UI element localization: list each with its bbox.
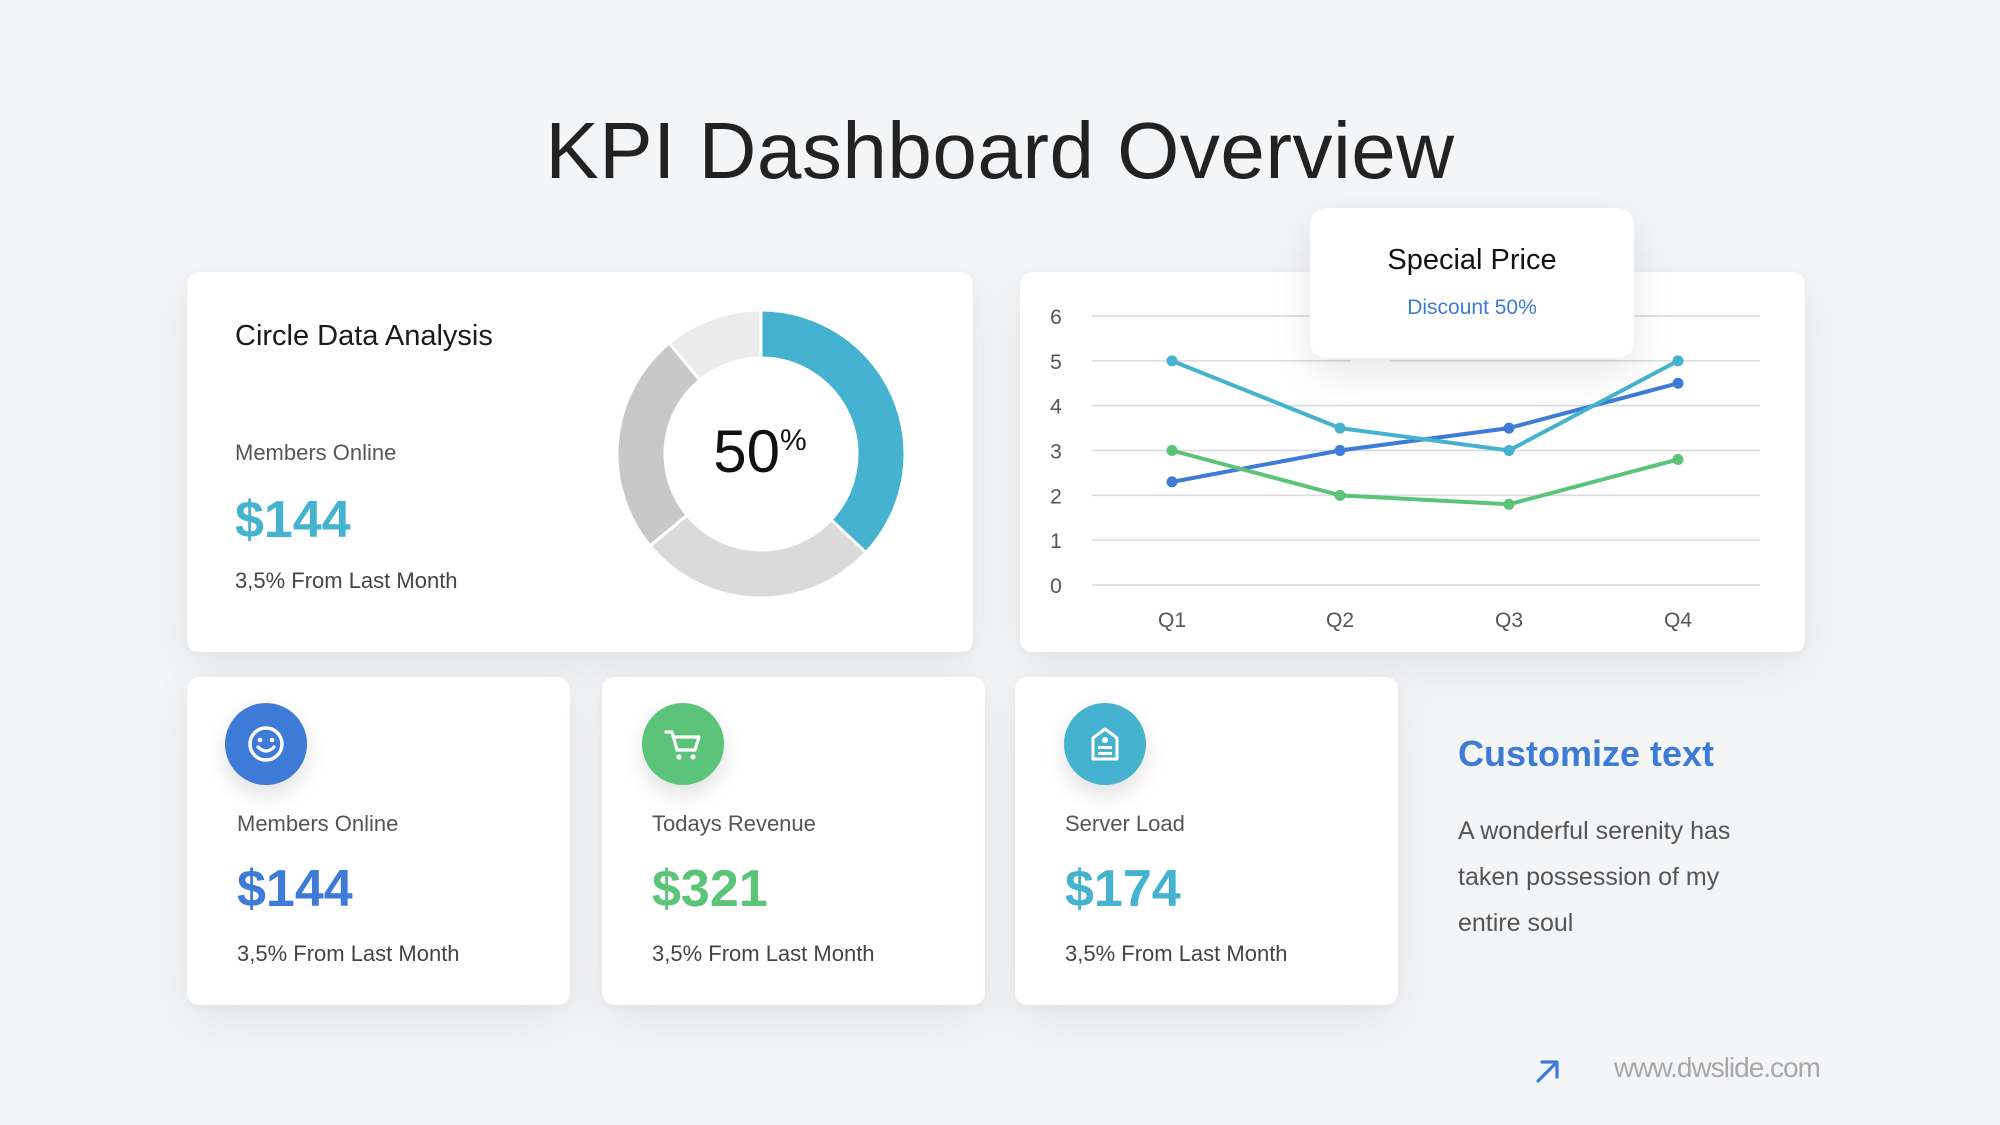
data-point [1334, 489, 1346, 501]
line-chart: 0 1 2 3 4 5 6 Q1 Q2 Q3 Q4 [1050, 306, 1760, 632]
stat-card-server: Server Load $174 3,5% From Last Month [1015, 677, 1398, 1005]
arrow-up-right-icon[interactable] [1533, 1056, 1563, 1086]
series-line-1 [1170, 381, 1680, 484]
callout-tail [1348, 350, 1400, 406]
data-point [1503, 445, 1515, 456]
stat-label: Members Online [237, 811, 399, 836]
y-tick-label: 2 [1050, 485, 1062, 508]
x-tick-label: Q3 [1495, 609, 1523, 632]
series-line-3 [1170, 448, 1680, 507]
callout-subtitle: Discount 50% [1407, 296, 1537, 319]
stat-icon-badge [642, 703, 724, 785]
circle-card-label: Members Online [235, 440, 397, 465]
circle-card-heading: Circle Data Analysis [235, 320, 493, 352]
stat-label: Todays Revenue [652, 811, 816, 836]
data-point [1503, 422, 1515, 434]
server-icon [1091, 727, 1119, 761]
data-point [1166, 476, 1178, 488]
circle-card-value: $144 [235, 491, 351, 549]
y-tick-label: 3 [1050, 441, 1062, 464]
data-point [1166, 445, 1178, 456]
data-point [1166, 355, 1178, 367]
x-tick-label: Q1 [1158, 609, 1186, 632]
y-tick-label: 6 [1050, 306, 1062, 329]
circle-card-subtext: 3,5% From Last Month [235, 568, 458, 593]
data-point [1672, 453, 1684, 465]
smiley-icon [248, 726, 284, 762]
footer-url-link[interactable]: www.dwslide.com [1614, 1052, 1821, 1083]
stat-value: $321 [652, 860, 768, 918]
stat-subtext: 3,5% From Last Month [1065, 941, 1288, 966]
cart-icon [664, 730, 701, 760]
data-point [1334, 422, 1346, 434]
stat-icon-badge [225, 703, 307, 785]
stat-card-revenue: Todays Revenue $321 3,5% From Last Month [602, 677, 985, 1005]
stat-icon-badge [1064, 703, 1146, 785]
donut-center-label: 50% [660, 417, 860, 486]
page-title: KPI Dashboard Overview [545, 106, 1455, 195]
y-tick-label: 4 [1050, 396, 1062, 419]
stat-subtext: 3,5% From Last Month [652, 941, 875, 966]
donut-segment-highlight [759, 308, 907, 555]
data-point [1672, 355, 1684, 367]
stat-value: $174 [1065, 860, 1181, 918]
donut-segment-light-gray [647, 513, 869, 600]
data-point [1672, 377, 1684, 389]
customize-title: Customize text [1458, 733, 1715, 774]
stat-label: Server Load [1065, 811, 1185, 836]
y-tick-label: 5 [1050, 351, 1062, 374]
x-tick-label: Q4 [1664, 609, 1692, 632]
stat-subtext: 3,5% From Last Month [237, 941, 460, 966]
stat-card-members: Members Online $144 3,5% From Last Month [187, 677, 570, 1005]
donut-segment-pale-gray [667, 308, 763, 383]
y-tick-label: 0 [1050, 575, 1062, 598]
stat-value: $144 [237, 860, 353, 918]
callout-title: Special Price [1387, 244, 1557, 276]
series-line-2 [1170, 358, 1680, 453]
special-price-callout: Special Price Discount 50% [1310, 208, 1634, 358]
donut-center-number: 50 [713, 418, 781, 485]
y-tick-label: 1 [1050, 530, 1062, 553]
donut-center-unit: % [780, 424, 807, 457]
x-tick-label: Q2 [1326, 609, 1354, 632]
data-point [1334, 445, 1346, 456]
circle-data-card: Circle Data Analysis Members Online $144… [187, 272, 973, 652]
data-point [1503, 498, 1515, 510]
customize-body: A wonderful serenity has taken possessio… [1458, 817, 1731, 937]
donut-chart [615, 308, 907, 600]
